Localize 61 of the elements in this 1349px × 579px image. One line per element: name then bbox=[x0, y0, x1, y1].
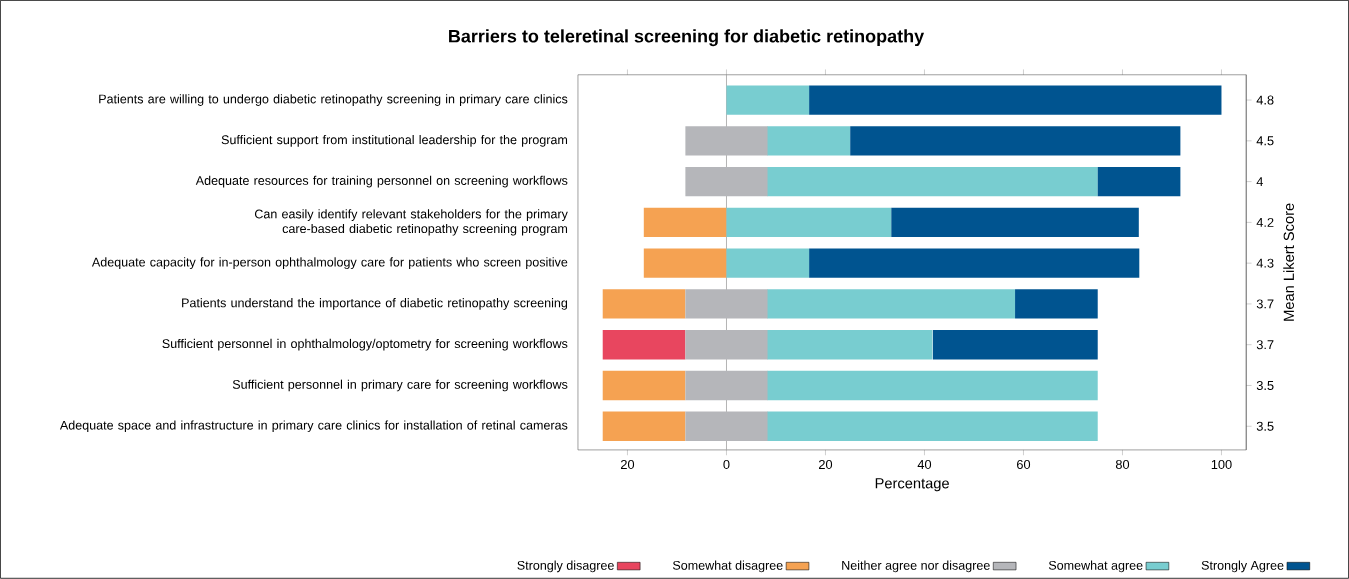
bar bbox=[602, 330, 686, 360]
bar bbox=[685, 330, 769, 360]
bar bbox=[1097, 167, 1181, 197]
y2-tick-label: 3.7 bbox=[1256, 340, 1274, 350]
x-tick-label: 20 bbox=[819, 460, 833, 470]
bar bbox=[726, 207, 892, 238]
bar bbox=[643, 207, 727, 238]
y-tick-label: Can easily identify relevant stakeholders for the primary care-based diabetic retinopathy screening program bbox=[254, 209, 568, 236]
y-tick-label: Sufficient personnel in primary care for screening workflows bbox=[232, 379, 568, 392]
x-tick-label: 60 bbox=[1017, 460, 1031, 470]
legend-label: Neither agree nor disagree bbox=[842, 560, 990, 573]
y-tick-label: Adequate capacity for in-person ophthalmology care for patients who screen positive bbox=[91, 257, 568, 270]
y2-axis-title: Mean Likert Score bbox=[1283, 203, 1295, 321]
x-tick-label: 80 bbox=[1115, 460, 1130, 470]
bar bbox=[932, 330, 1098, 360]
bar bbox=[685, 370, 769, 401]
bar bbox=[891, 207, 1139, 238]
bar bbox=[767, 126, 851, 156]
bar bbox=[767, 370, 1098, 401]
y2-tick-label: 4.5 bbox=[1256, 136, 1274, 146]
y-tick-label: Patients are willing to undergo diabetic retinopathy screening in primary care clinics bbox=[99, 94, 568, 107]
bar bbox=[850, 126, 1181, 156]
bar bbox=[726, 248, 810, 278]
bar bbox=[767, 411, 1098, 442]
bar bbox=[685, 289, 769, 319]
y2-tick-label: 3.7 bbox=[1256, 299, 1274, 309]
bar bbox=[602, 289, 686, 319]
legend-label: Strongly Agree bbox=[1201, 560, 1284, 573]
x-tick-label: 0 bbox=[723, 460, 730, 470]
legend-label: Somewhat agree bbox=[1048, 560, 1143, 573]
y2-tick-label: 4.3 bbox=[1256, 258, 1274, 268]
y2-tick-label: 3.5 bbox=[1256, 421, 1274, 431]
bar bbox=[726, 85, 810, 115]
bar bbox=[685, 411, 769, 442]
bar bbox=[602, 370, 686, 401]
legend-label: Somewhat disagree bbox=[672, 560, 783, 573]
y2-tick-label: 4.8 bbox=[1256, 95, 1274, 105]
bar bbox=[602, 411, 686, 442]
bar bbox=[767, 167, 1098, 197]
chart-title: Barriers to teleretinal screening for diabetic retinopathy bbox=[449, 29, 925, 47]
y2-tick-label: 4.2 bbox=[1256, 218, 1274, 228]
x-axis-title: Percentage bbox=[875, 478, 949, 492]
x-tick-label: 20 bbox=[620, 460, 635, 470]
y-tick-label: Adequate space and infrastructure in primary care clinics for installation of retinal cameras bbox=[59, 420, 568, 433]
y2-tick-label: 3.5 bbox=[1256, 381, 1274, 391]
x-tick-label: 100 bbox=[1211, 460, 1232, 470]
y-tick-label: Patients understand the importance of diabetic retinopathy screening bbox=[182, 298, 568, 310]
bar bbox=[809, 85, 1222, 115]
bar bbox=[809, 248, 1140, 278]
y2-tick-label: 4 bbox=[1256, 177, 1264, 187]
y-tick-label: Sufficient support from institutional leadership for the program bbox=[221, 135, 568, 147]
x-tick-label: 40 bbox=[917, 460, 932, 470]
bar bbox=[1015, 289, 1098, 319]
legend-label: Strongly disagree bbox=[517, 560, 614, 573]
bar bbox=[685, 126, 769, 156]
bar bbox=[685, 167, 769, 197]
y-tick-label: Adequate resources for training personnel on screening workflows bbox=[195, 175, 568, 188]
bar bbox=[643, 248, 727, 278]
bar bbox=[767, 330, 933, 360]
y-tick-label: Sufficient personnel in ophthalmology/optometry for screening workflows bbox=[162, 339, 568, 351]
bar bbox=[767, 289, 1016, 319]
